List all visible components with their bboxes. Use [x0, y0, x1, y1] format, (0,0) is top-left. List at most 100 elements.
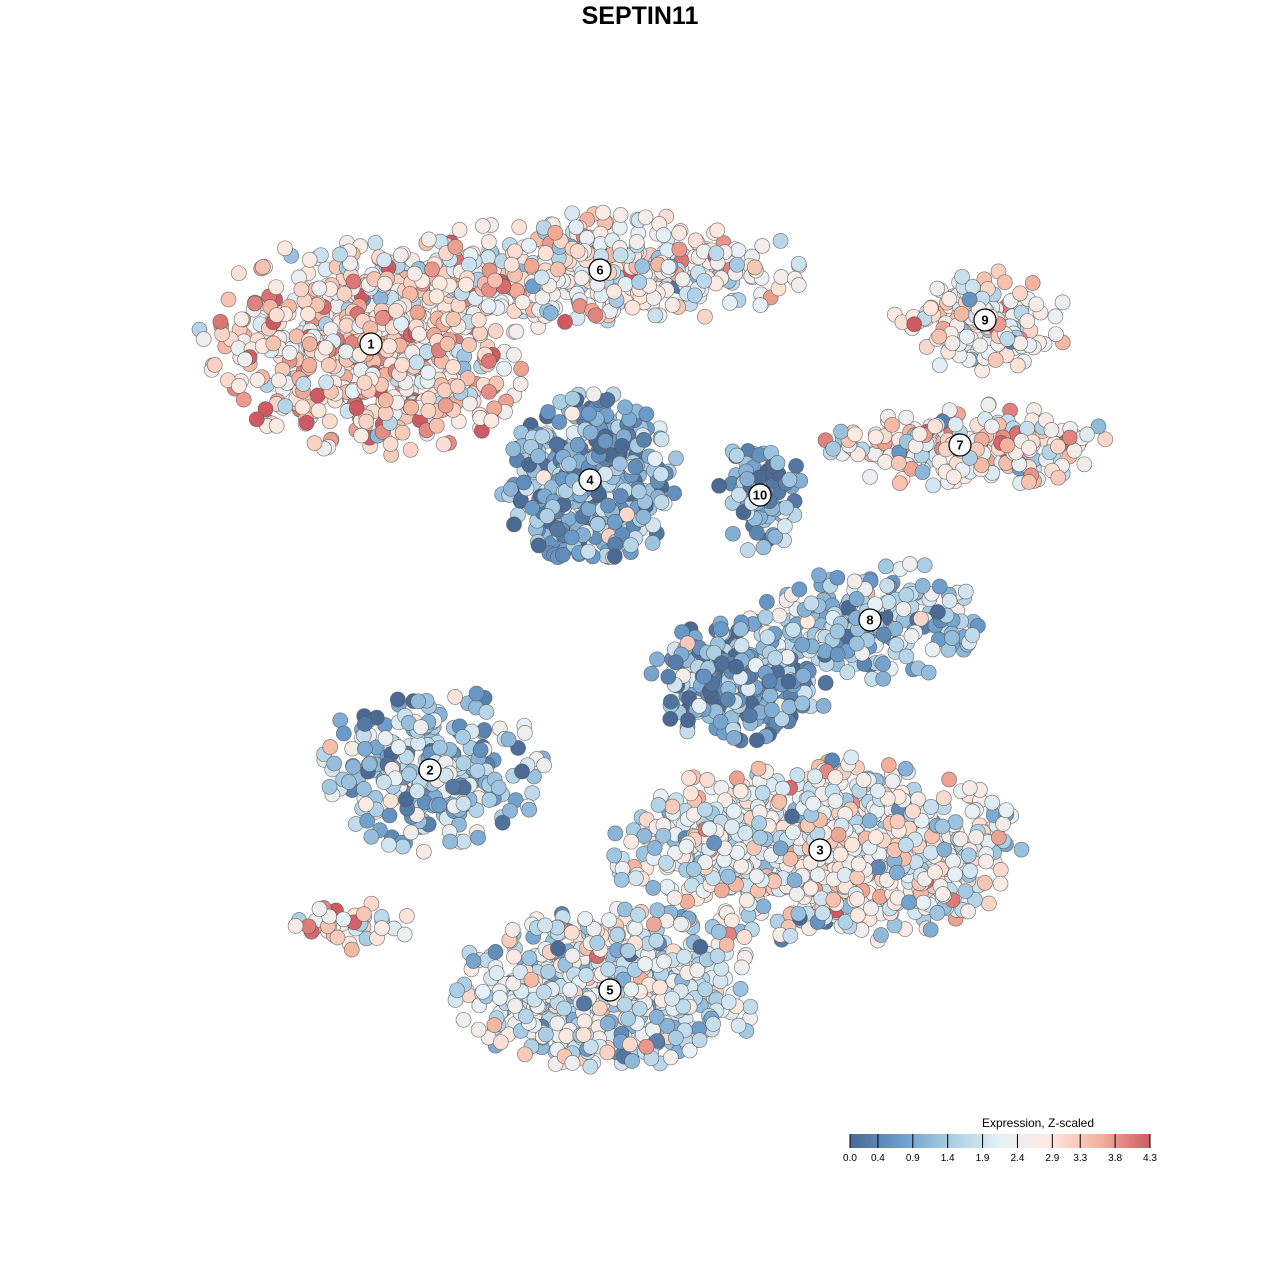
data-point — [589, 935, 606, 951]
data-point — [849, 907, 866, 924]
data-point — [606, 847, 623, 864]
cluster-label-9: 9 — [973, 308, 997, 332]
data-point — [755, 898, 772, 915]
data-point — [389, 691, 406, 708]
data-point — [447, 689, 463, 705]
data-point — [579, 230, 595, 246]
data-point — [518, 1008, 534, 1025]
data-point — [631, 274, 648, 290]
data-point — [992, 862, 1009, 878]
data-point — [709, 222, 726, 239]
data-point — [521, 801, 538, 818]
data-point — [257, 401, 274, 417]
data-point — [557, 314, 573, 330]
data-point — [646, 840, 663, 856]
data-point — [901, 894, 917, 911]
data-point — [551, 414, 568, 430]
data-point — [293, 281, 310, 298]
data-point — [678, 838, 695, 855]
data-point — [461, 395, 478, 412]
data-point — [577, 910, 594, 927]
cluster-label-text: 1 — [367, 337, 374, 352]
data-point — [582, 1038, 599, 1055]
data-point — [470, 1021, 487, 1038]
data-point — [829, 569, 846, 586]
data-point — [281, 345, 298, 361]
data-point — [697, 854, 714, 871]
data-point — [861, 812, 878, 829]
data-point — [652, 979, 668, 996]
data-point — [897, 760, 914, 777]
data-point — [536, 984, 552, 1001]
data-point — [638, 406, 655, 423]
data-point — [947, 866, 963, 883]
data-point — [730, 242, 747, 259]
data-point — [377, 730, 394, 747]
data-point — [231, 378, 247, 394]
cluster-label-text: 2 — [426, 763, 433, 778]
data-point — [732, 621, 749, 638]
data-point — [807, 768, 823, 785]
data-point — [573, 270, 590, 286]
data-point — [409, 783, 426, 800]
data-point — [534, 289, 551, 306]
data-point — [600, 497, 616, 514]
data-point — [749, 732, 765, 749]
data-point — [915, 894, 932, 911]
data-point — [686, 287, 703, 304]
data-point — [277, 398, 294, 414]
data-point — [612, 247, 629, 264]
data-point — [569, 437, 586, 453]
cluster-label-text: 10 — [753, 488, 767, 503]
data-point — [638, 1038, 655, 1055]
data-point — [848, 591, 865, 607]
data-point — [889, 864, 905, 881]
data-point — [332, 246, 348, 263]
data-point — [494, 814, 511, 831]
data-point — [729, 256, 745, 273]
cluster-label-text: 4 — [586, 473, 594, 488]
data-point — [767, 528, 784, 545]
data-point — [992, 875, 1009, 892]
data-point — [356, 374, 373, 391]
data-point — [496, 360, 512, 377]
data-point — [630, 906, 646, 923]
data-point — [761, 673, 778, 690]
data-point — [814, 905, 831, 921]
data-point — [898, 648, 915, 665]
data-point — [635, 509, 652, 525]
data-point — [420, 403, 437, 419]
data-point — [591, 1000, 608, 1017]
data-point — [424, 261, 440, 278]
data-point — [561, 456, 577, 473]
colorbar-tick-label: 3.8 — [1108, 1153, 1122, 1164]
data-point — [563, 924, 580, 941]
data-point — [487, 272, 503, 289]
data-point — [622, 1036, 638, 1053]
data-point — [999, 331, 1016, 347]
data-point — [646, 916, 662, 933]
data-point — [726, 803, 742, 820]
data-point — [941, 291, 958, 307]
data-point — [537, 245, 554, 262]
data-point — [687, 232, 704, 249]
data-point — [705, 1016, 722, 1032]
data-point — [916, 557, 933, 574]
data-point — [220, 291, 237, 308]
data-point — [675, 998, 692, 1015]
data-point — [781, 698, 798, 715]
data-point — [431, 275, 448, 292]
data-point — [931, 357, 948, 374]
data-point — [585, 386, 602, 403]
colorbar-tick-label: 2.9 — [1045, 1153, 1059, 1164]
data-point — [737, 825, 754, 841]
data-point — [517, 725, 533, 741]
data-point — [470, 312, 487, 328]
data-point — [697, 981, 714, 998]
data-point — [891, 475, 908, 492]
data-point — [809, 866, 826, 883]
data-point — [377, 392, 394, 408]
data-point — [454, 729, 471, 745]
data-point — [958, 583, 974, 600]
data-point — [904, 803, 921, 820]
